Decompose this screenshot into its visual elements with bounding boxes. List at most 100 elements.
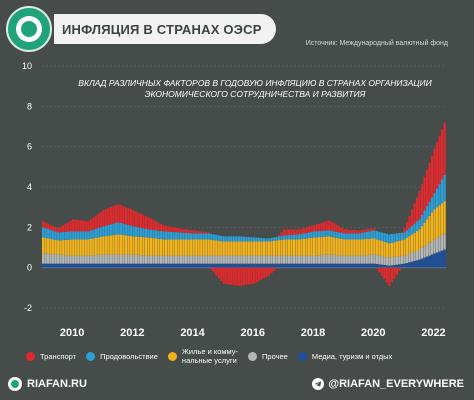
bar-segment bbox=[154, 263, 158, 268]
bar-segment bbox=[250, 263, 253, 268]
bar-segment bbox=[82, 255, 85, 264]
bar-segment bbox=[102, 226, 105, 237]
bar-segment bbox=[323, 236, 326, 255]
bar-segment bbox=[200, 255, 203, 264]
bar-segment bbox=[408, 262, 411, 268]
bar-segment bbox=[87, 263, 90, 268]
bar-segment bbox=[237, 255, 240, 264]
bar-segment bbox=[425, 256, 429, 268]
bar-segment bbox=[345, 263, 348, 268]
bar-segment bbox=[403, 255, 406, 264]
bar-segment bbox=[44, 222, 47, 229]
legend-label-media: Медиа, туризм и отдых bbox=[311, 351, 393, 361]
bar-segment bbox=[210, 263, 213, 268]
bar-segment bbox=[240, 263, 243, 268]
bar-segment bbox=[425, 244, 429, 257]
bar-segment bbox=[270, 237, 273, 242]
bar-segment bbox=[355, 263, 358, 268]
bar-segment bbox=[114, 222, 117, 235]
bar-segment bbox=[408, 253, 411, 263]
bar-segment bbox=[388, 267, 391, 286]
bar-segment bbox=[77, 219, 80, 232]
bar-segment bbox=[107, 208, 110, 225]
bar-segment bbox=[220, 255, 223, 264]
bar-segment bbox=[62, 232, 65, 241]
bar-segment bbox=[102, 254, 105, 264]
bar-segment bbox=[438, 236, 441, 252]
bar-segment bbox=[378, 264, 381, 268]
bar-segment bbox=[358, 239, 361, 256]
bar-segment bbox=[435, 188, 439, 208]
bar-segment bbox=[122, 223, 125, 236]
bar-segment bbox=[360, 230, 363, 233]
bar-segment bbox=[252, 267, 255, 284]
bar-segment bbox=[297, 255, 301, 264]
bar-segment bbox=[423, 257, 426, 268]
bar-segment bbox=[257, 237, 261, 242]
bar-segment bbox=[62, 225, 65, 233]
bar-segment bbox=[285, 229, 288, 236]
bar-segment bbox=[247, 255, 250, 264]
bar-segment bbox=[157, 230, 160, 239]
bar-segment bbox=[413, 251, 416, 261]
bar-segment bbox=[307, 226, 311, 233]
bar-segment bbox=[375, 231, 378, 240]
bar-segment bbox=[69, 231, 72, 240]
bar-segment bbox=[395, 233, 399, 242]
bar-segment bbox=[132, 210, 135, 227]
bar-segment bbox=[94, 228, 97, 238]
bar-segment bbox=[67, 222, 70, 232]
bar-segment bbox=[443, 201, 446, 234]
bar-segment bbox=[235, 267, 238, 286]
bar-segment bbox=[370, 228, 373, 231]
bar-segment bbox=[335, 263, 338, 268]
bar-segment bbox=[313, 255, 316, 264]
bar-segment bbox=[252, 255, 255, 264]
bar-segment bbox=[117, 234, 120, 255]
bar-segment bbox=[240, 236, 243, 242]
bar-segment bbox=[159, 255, 163, 264]
bar-segment bbox=[400, 232, 404, 241]
bar-segment bbox=[104, 263, 107, 268]
bar-segment bbox=[102, 210, 105, 227]
bar-segment bbox=[415, 197, 419, 222]
bar-segment bbox=[49, 238, 52, 255]
bar-segment bbox=[167, 255, 170, 264]
footer-telegram[interactable]: @RIAFAN_EVERYWHERE bbox=[312, 375, 464, 393]
bar-segment bbox=[202, 231, 205, 234]
bar-segment bbox=[330, 221, 333, 231]
footer-site[interactable]: RIAFAN.RU bbox=[8, 375, 87, 393]
bar-segment bbox=[202, 263, 205, 268]
bar-segment bbox=[225, 241, 228, 256]
bar-segment bbox=[210, 255, 213, 264]
bar-segment bbox=[207, 263, 210, 268]
bar-segment bbox=[220, 241, 223, 256]
bar-segment bbox=[245, 255, 248, 264]
bar-segment bbox=[195, 233, 198, 240]
y-tick-label: -2 bbox=[24, 303, 32, 313]
legend-swatch-media bbox=[297, 351, 307, 361]
bar-segment bbox=[380, 256, 383, 265]
bar-segment bbox=[423, 176, 426, 211]
bar-segment bbox=[440, 129, 444, 180]
bar-segment bbox=[420, 183, 424, 215]
bar-segment bbox=[350, 263, 353, 268]
bar-segment bbox=[257, 267, 261, 282]
bar-segment bbox=[82, 263, 85, 268]
bar-segment bbox=[280, 255, 283, 264]
bar-segment bbox=[277, 263, 281, 268]
bar-segment bbox=[250, 255, 253, 264]
bar-segment bbox=[305, 255, 308, 264]
bar-segment bbox=[162, 255, 165, 264]
bar-segment bbox=[59, 240, 62, 255]
bar-segment bbox=[64, 231, 67, 240]
bar-segment bbox=[129, 263, 133, 268]
bar-segment bbox=[433, 148, 436, 194]
bar-segment bbox=[330, 236, 333, 255]
bar-segment bbox=[114, 234, 117, 255]
y-tick-label: 8 bbox=[27, 101, 32, 111]
bar-segment bbox=[82, 239, 85, 256]
bar-segment bbox=[348, 233, 351, 240]
bar-segment bbox=[159, 223, 163, 232]
bar-segment bbox=[127, 263, 130, 268]
